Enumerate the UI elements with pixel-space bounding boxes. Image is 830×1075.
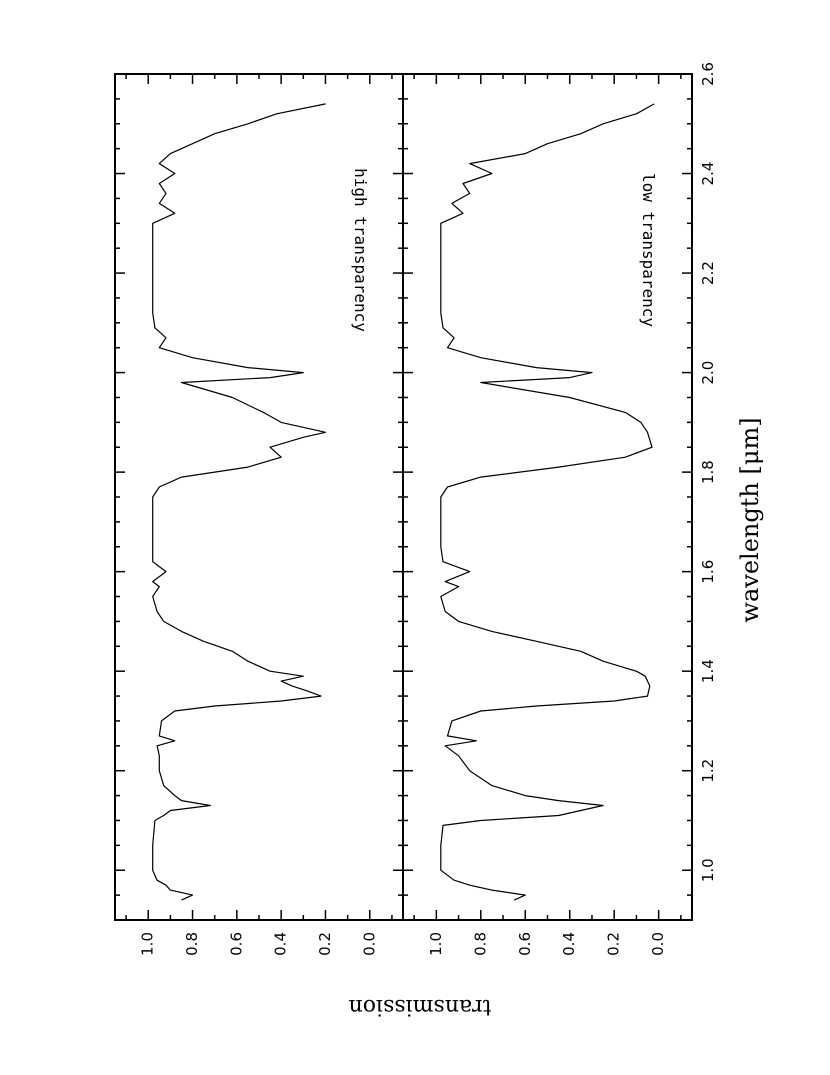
axis-labels: wavelength [μm] transmission [349, 417, 764, 1019]
x-tick-label: 1.4 [699, 659, 717, 683]
y-tick-label: 0.6 [227, 932, 245, 956]
x-tick-label: 1.0 [699, 858, 717, 882]
x-tick-label: 1.6 [699, 560, 717, 584]
y-tick-label: 1.0 [427, 932, 445, 956]
annotations: high transparency low transparency [351, 168, 658, 332]
x-tick-label: 2.6 [699, 62, 717, 86]
y-tick-label: 0.2 [316, 932, 334, 956]
x-tick-labels: 1.0 1.2 1.4 1.6 1.8 2.0 2.2 2.4 2.6 [699, 62, 717, 882]
y-tick-label: 0.6 [516, 932, 534, 956]
y-tick-label: 0.8 [183, 932, 201, 956]
y-tick-label: 0.0 [360, 932, 378, 956]
curves [152, 103, 655, 901]
x-tick-label: 2.4 [699, 162, 717, 186]
x-tick-label: 1.2 [699, 759, 717, 783]
y-tick-label: 0.2 [605, 932, 623, 956]
y-tick-label: 0.0 [649, 932, 667, 956]
x-tick-label: 2.2 [699, 261, 717, 285]
high-transparency-curve [152, 103, 327, 901]
x-tick-label: 1.8 [699, 460, 717, 484]
y-tick-labels: 1.0 0.8 0.6 0.4 0.2 0.0 1.0 0.8 0.6 0.4 0.2 0.0 [139, 932, 667, 956]
y-tick-label: 1.0 [139, 932, 157, 956]
high-transparency-label: high transparency [351, 168, 370, 332]
axis-ticks [115, 73, 692, 921]
low-transparency-curve [440, 103, 655, 901]
x-tick-label: 2.0 [699, 361, 717, 385]
y-tick-label: 0.4 [560, 932, 578, 956]
y-tick-label: 0.8 [471, 932, 489, 956]
low-transparency-label: low transparency [639, 173, 658, 327]
y-tick-label: 0.4 [272, 932, 290, 956]
x-axis-label: wavelength [μm] [736, 417, 764, 622]
y-axis-label: transmission [349, 994, 492, 1019]
